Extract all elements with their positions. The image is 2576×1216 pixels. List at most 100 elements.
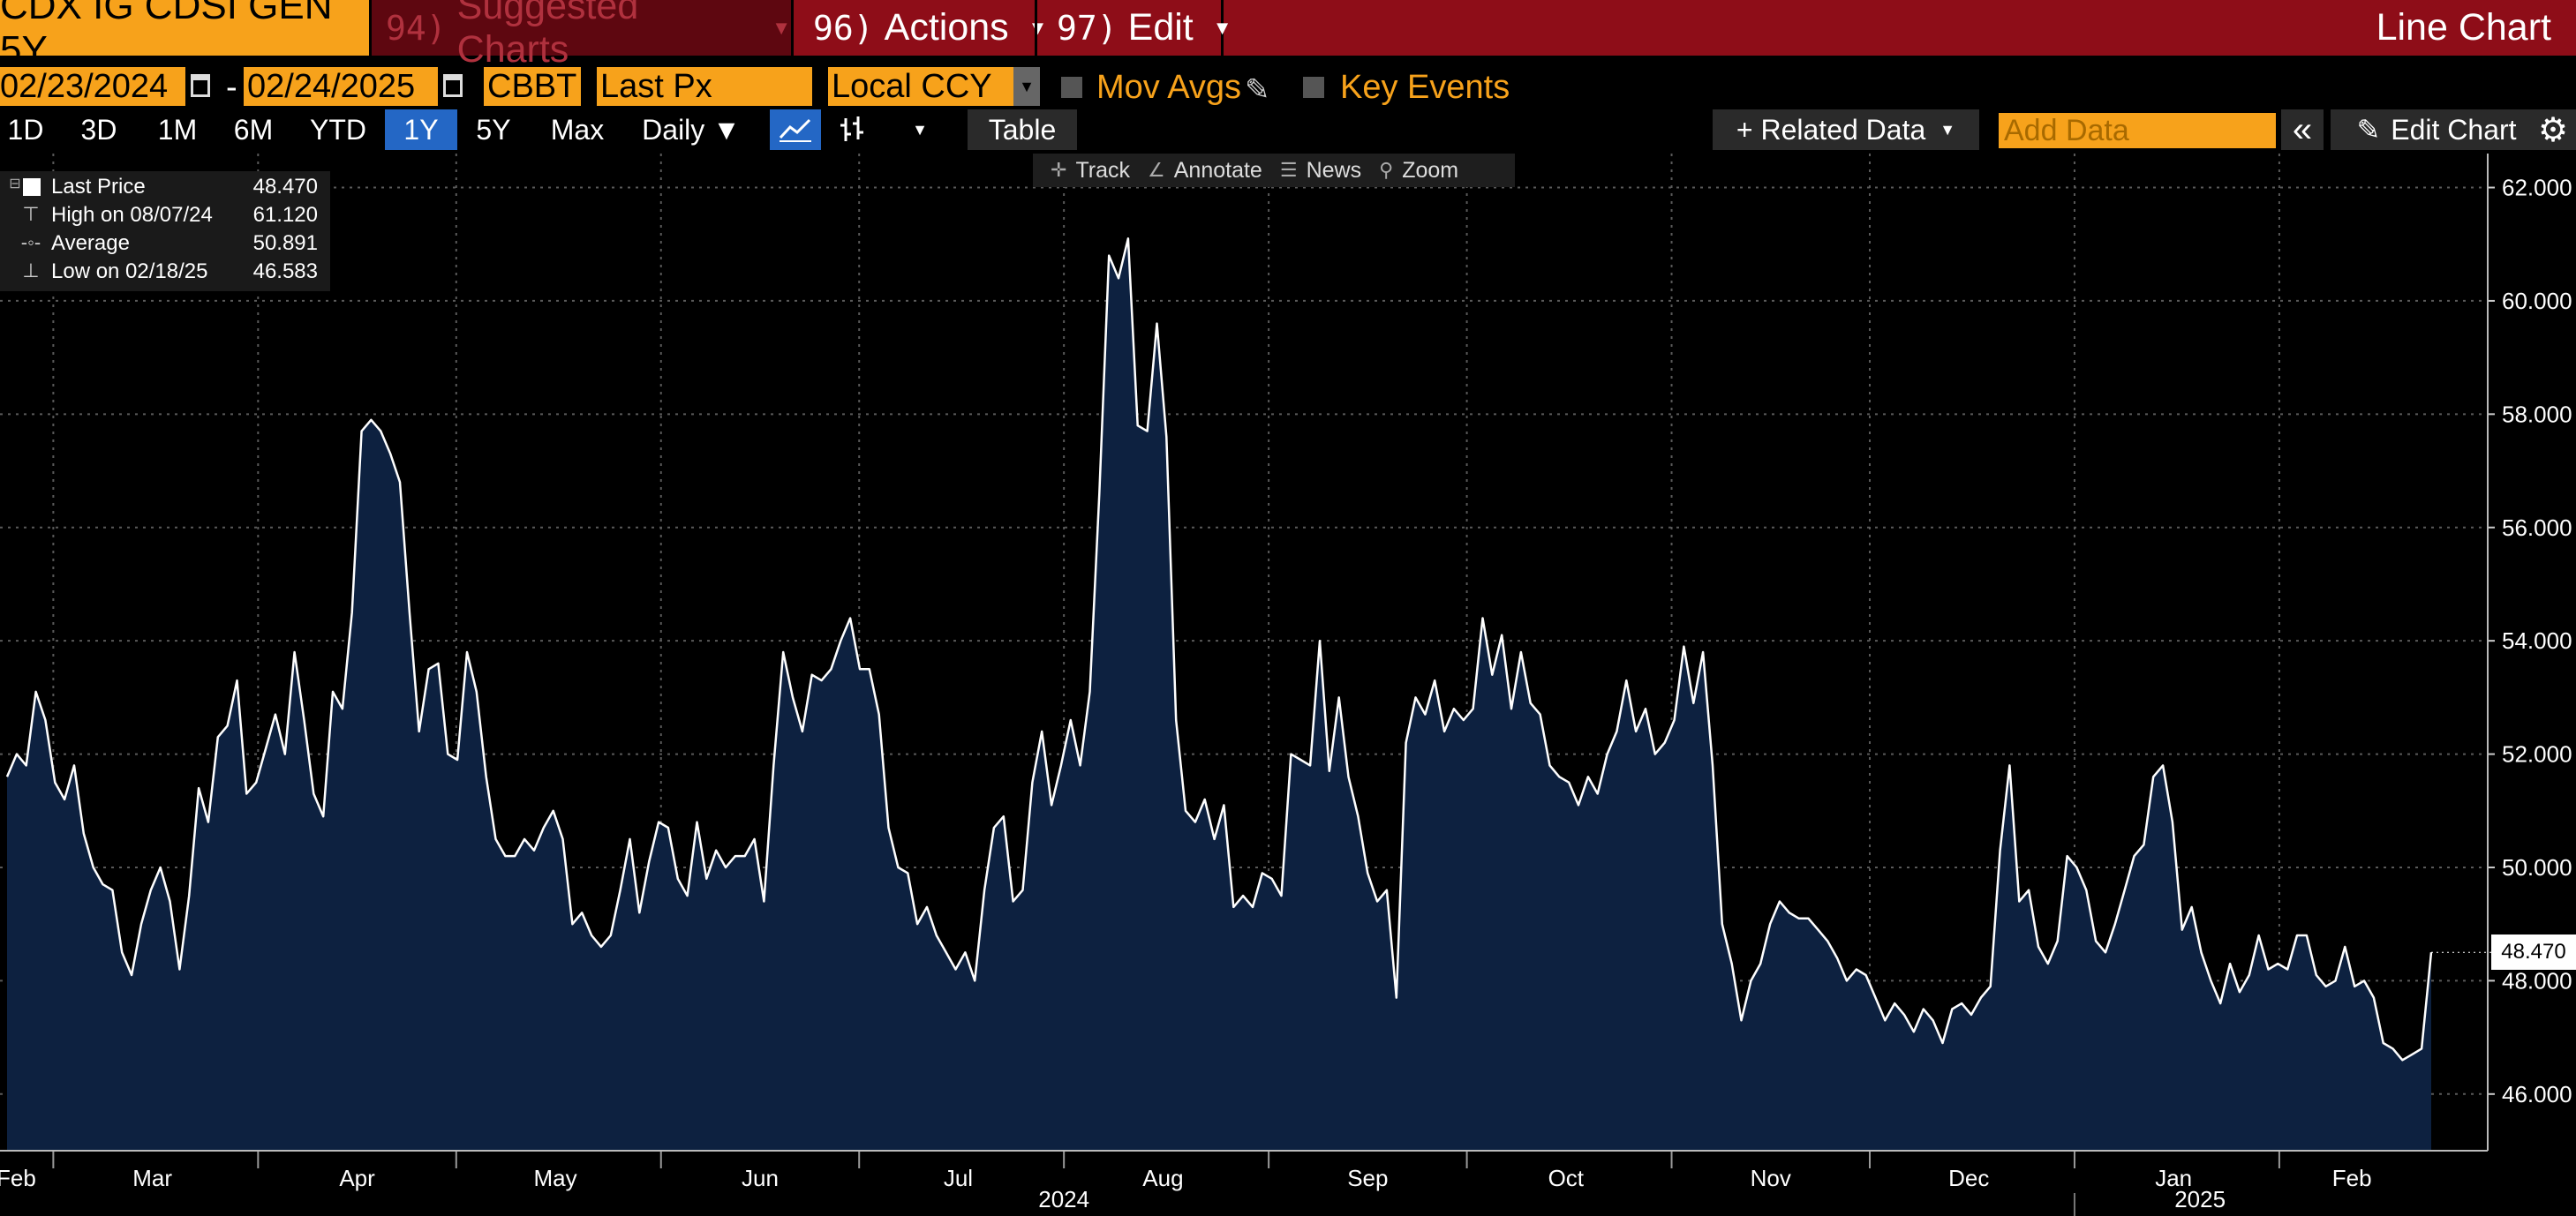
- actions-number: 96): [813, 8, 874, 48]
- suggested-charts-number: 94): [386, 8, 447, 48]
- dropdown-caret-icon: ▼: [1212, 16, 1232, 39]
- mov-avgs-checkbox[interactable]: [1061, 77, 1082, 98]
- range-5y-button[interactable]: 5Y: [476, 113, 511, 146]
- range-1y-button[interactable]: 1Y: [385, 109, 457, 150]
- x-tick-label: Oct: [1548, 1165, 1585, 1191]
- y-tick-label: 58.000: [2502, 401, 2572, 427]
- add-data-input[interactable]: Add Data: [1999, 113, 2276, 148]
- dropdown-caret-icon: ▼: [772, 16, 791, 39]
- controls-row: 02/23/2024 - 02/24/2025 CBBT Last Px Loc…: [0, 67, 2576, 107]
- currency-field[interactable]: Local CCY: [828, 67, 1017, 106]
- x-tick-label: Dec: [1948, 1165, 1989, 1191]
- legend-row-high: ⊤ High on 08/07/24 61.120: [0, 201, 330, 229]
- legend-value: 46.583: [252, 259, 318, 283]
- high-marker-icon: ⊤: [22, 203, 40, 225]
- pencil-icon: ✎: [2356, 114, 2381, 146]
- y-tick-label: 46.000: [2502, 1081, 2572, 1107]
- dropdown-caret-icon: ▼: [1940, 120, 1956, 139]
- legend-value: 48.470: [252, 175, 318, 199]
- annotate-icon: ∠: [1148, 159, 1165, 181]
- edit-number: 97): [1057, 8, 1118, 48]
- frequency-dropdown[interactable]: Daily ▼: [642, 113, 741, 146]
- actions-label: Actions: [884, 6, 1009, 49]
- x-tick-label: May: [533, 1165, 576, 1191]
- news-icon: ☰: [1279, 159, 1298, 181]
- x-tick-label: Mar: [132, 1165, 172, 1191]
- range-3d-button[interactable]: 3D: [80, 113, 117, 146]
- legend-row-low: ⊥ Low on 02/18/25 46.583: [0, 258, 330, 286]
- calendar-icon[interactable]: [443, 74, 463, 97]
- x-tick-label: Jun: [742, 1165, 779, 1191]
- key-events-label[interactable]: Key Events: [1340, 69, 1510, 106]
- average-marker-icon: -◦-: [20, 231, 41, 253]
- range-toolbar: 1D 3D 1M 6M YTD 1Y 5Y Max Daily ▼ ▼ Tabl…: [0, 109, 2576, 150]
- year-label: 2024: [1038, 1186, 1089, 1212]
- candlestick-icon[interactable]: [832, 109, 872, 150]
- actions-menu[interactable]: 96) Actions ▼: [791, 0, 1047, 56]
- legend-label: Low on 02/18/25: [51, 259, 208, 283]
- edit-chart-button[interactable]: ✎ Edit Chart: [2331, 109, 2542, 150]
- price-field-selector[interactable]: Last Px: [597, 67, 812, 106]
- range-1d-button[interactable]: 1D: [7, 113, 44, 146]
- x-tick-label: Feb: [0, 1165, 36, 1191]
- x-tick-label: Feb: [2332, 1165, 2372, 1191]
- dropdown-caret-icon: ▼: [1028, 16, 1048, 39]
- white-square-icon: [23, 178, 41, 196]
- range-1m-button[interactable]: 1M: [157, 113, 198, 146]
- y-tick-label: 52.000: [2502, 741, 2572, 768]
- related-data-label: + Related Data: [1736, 113, 1926, 146]
- suggested-charts-menu[interactable]: 94) Suggested Charts ▼: [369, 0, 791, 71]
- x-tick-label: Sep: [1347, 1165, 1388, 1191]
- annotate-tool[interactable]: ∠ Annotate: [1148, 158, 1262, 184]
- legend-label: High on 08/07/24: [51, 203, 213, 227]
- x-tick-label: Jul: [944, 1165, 973, 1191]
- menu-bar: CDX IG CDSI GEN 5Y 94) Suggested Charts …: [0, 0, 2576, 71]
- annotate-label: Annotate: [1173, 157, 1262, 183]
- news-label: News: [1306, 157, 1362, 183]
- range-6m-button[interactable]: 6M: [233, 113, 274, 146]
- y-tick-label: 48.000: [2502, 967, 2572, 994]
- low-marker-icon: ⊥: [22, 259, 40, 281]
- end-date-field[interactable]: 02/24/2025: [244, 67, 438, 106]
- legend-label: Last Price: [51, 175, 146, 199]
- line-chart-icon[interactable]: [770, 109, 821, 150]
- y-tick-label: 62.000: [2502, 175, 2572, 201]
- last-price-tag: 48.470: [2491, 935, 2576, 971]
- x-tick-label: Nov: [1751, 1165, 1791, 1191]
- chart-style-dropdown-icon[interactable]: ▼: [912, 120, 928, 139]
- table-button[interactable]: Table: [968, 109, 1077, 150]
- track-tool[interactable]: ✛ Track: [1051, 158, 1130, 184]
- collapse-icon[interactable]: ⊟: [9, 176, 21, 191]
- mov-avgs-label[interactable]: Mov Avgs: [1096, 69, 1242, 106]
- track-label: Track: [1075, 157, 1131, 183]
- collapse-chevron-icon[interactable]: «: [2281, 109, 2324, 150]
- y-tick-label: 54.000: [2502, 627, 2572, 654]
- price-area-fill: [7, 238, 2431, 1151]
- year-label: 2025: [2174, 1186, 2226, 1212]
- price-line: [5, 237, 2433, 1062]
- chart-type-title: Line Chart: [2376, 6, 2551, 49]
- y-tick-label: 60.000: [2502, 288, 2572, 314]
- zoom-label: Zoom: [1402, 157, 1459, 183]
- key-events-checkbox[interactable]: [1303, 77, 1324, 98]
- related-data-button[interactable]: + Related Data ▼: [1713, 109, 1979, 150]
- chart-legend[interactable]: ⊟ Last Price 48.470 ⊤ High on 08/07/24 6…: [0, 171, 330, 291]
- legend-value: 61.120: [252, 203, 318, 227]
- currency-dropdown-button[interactable]: ▼: [1013, 67, 1040, 106]
- edit-menu[interactable]: 97) Edit ▼: [1035, 0, 1232, 56]
- calendar-icon[interactable]: [191, 74, 210, 97]
- chart-tools-bar: ✛ Track ∠ Annotate ☰ News ⚲ Zoom: [1033, 154, 1515, 187]
- pencil-icon[interactable]: ✎: [1245, 73, 1270, 107]
- range-max-button[interactable]: Max: [550, 113, 605, 146]
- legend-row-average: -◦- Average 50.891: [0, 229, 330, 258]
- zoom-tool[interactable]: ⚲ Zoom: [1379, 158, 1458, 184]
- date-separator: -: [226, 69, 237, 106]
- start-date-field[interactable]: 02/23/2024: [0, 67, 185, 106]
- gear-icon[interactable]: ⚙: [2530, 109, 2576, 150]
- pricing-source-field[interactable]: CBBT: [484, 67, 581, 106]
- range-ytd-button[interactable]: YTD: [310, 113, 366, 146]
- suggested-charts-label: Suggested Charts: [456, 0, 639, 71]
- edit-label: Edit: [1127, 6, 1194, 49]
- news-tool[interactable]: ☰ News: [1280, 158, 1361, 184]
